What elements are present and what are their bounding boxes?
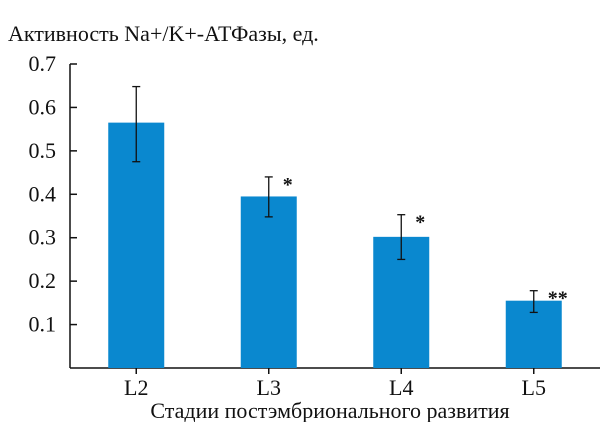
significance-marker: *: [415, 212, 425, 234]
significance-marker: **: [548, 288, 568, 310]
y-tick-label: 0.5: [29, 138, 57, 163]
chart-title: Активность Na+/K+-АТФазы, ед.: [8, 21, 319, 46]
tick-labels: 0.1 0.2 0.3 0.4 0.5 0.6 0.7 L2 L3 * L4 * L5 **: [29, 51, 568, 400]
bar-l2: [108, 122, 165, 368]
y-tick-label: 0.1: [29, 312, 57, 337]
y-tick-label: 0.3: [29, 225, 57, 250]
y-tick-label: 0.2: [29, 268, 57, 293]
y-tick-label: 0.4: [29, 181, 57, 206]
x-axis-label: Стадии постэмбрионального развития: [150, 398, 509, 422]
bar-l3: [240, 196, 297, 368]
significance-marker: *: [283, 174, 293, 196]
x-tick-label-l2: L2: [124, 375, 148, 400]
x-tick-label-l3: L3: [257, 375, 281, 400]
y-tick-label: 0.6: [29, 94, 57, 119]
x-tick-label-l5: L5: [522, 375, 546, 400]
error-bars: [132, 85, 538, 314]
y-tick-label: 0.7: [29, 51, 57, 76]
x-tick-label-l4: L4: [389, 375, 413, 400]
bars: [108, 122, 562, 368]
